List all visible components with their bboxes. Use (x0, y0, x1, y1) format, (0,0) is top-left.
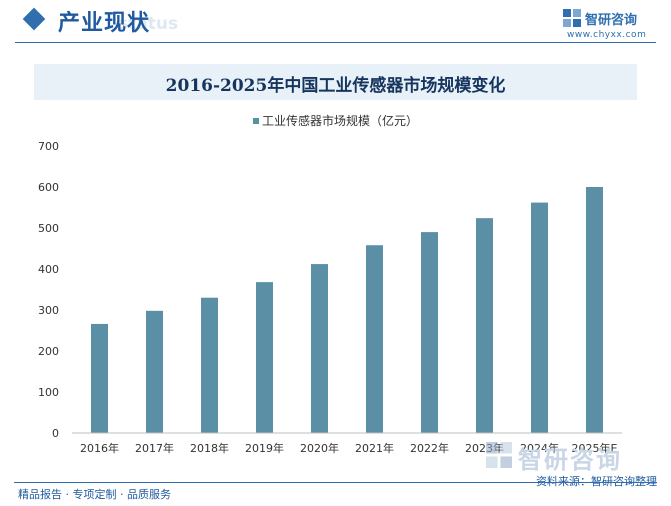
chart-title: 2016-2025年中国工业传感器市场规模变化 (165, 76, 506, 96)
x-tick-label: 2017年 (135, 441, 174, 455)
y-tick-label: 200 (38, 345, 59, 358)
brand-logo: 智研咨询 www.chyxx.com (563, 8, 655, 44)
bar-2017年 (146, 310, 163, 433)
y-tick-label: 100 (38, 386, 59, 399)
y-tick-label: 700 (38, 140, 59, 153)
y-tick-label: 0 (52, 427, 59, 440)
bar-2016年 (91, 323, 108, 433)
bar-2019年 (256, 282, 273, 433)
page-footer: 资料来源：智研咨询整理 精品报告 · 专项定制 · 品质服务 (0, 472, 671, 506)
x-tick-label: 2024年 (520, 441, 559, 455)
x-tick-label: 2025年E (572, 441, 618, 455)
bar-2018年 (201, 297, 218, 433)
bar-2021年 (366, 245, 383, 433)
x-axis: 2016年 2017年 2018年 2019年 2020年 2021年 2022年 2023年… (80, 441, 618, 455)
y-tick-label: 500 (38, 222, 59, 235)
header-divider (15, 42, 656, 43)
header-ghost-text: status (118, 14, 179, 34)
legend-label: 工业传感器市场规模（亿元） (262, 113, 418, 128)
brand-mark-icon (486, 442, 512, 468)
bar-2025年E (586, 187, 603, 433)
y-tick-label: 400 (38, 263, 59, 276)
section-title: 产业现状 (58, 11, 151, 36)
x-tick-label: 2020年 (300, 441, 339, 455)
bar-2022年 (421, 232, 438, 433)
x-tick-label: 2018年 (190, 441, 229, 455)
y-tick-label: 600 (38, 181, 59, 194)
chart-legend: 工业传感器市场规模（亿元） (253, 113, 418, 128)
bar-chart: 工业传感器市场规模（亿元） 0 100 200 300 400 500 600 700 201… (38, 113, 622, 455)
brand-name: 智研咨询 (585, 13, 638, 28)
bar-2024年 (531, 202, 548, 433)
x-tick-label: 2021年 (355, 441, 394, 455)
legend-swatch (253, 118, 259, 124)
bar-2023年 (476, 218, 493, 433)
brand-watermark: 智研咨询 (486, 440, 656, 474)
footer-divider (14, 482, 657, 483)
x-tick-label: 2016年 (80, 441, 119, 455)
bar-series (91, 187, 603, 433)
bar-2020年 (311, 264, 328, 433)
footer-slogan: 精品报告 · 专项定制 · 品质服务 (18, 488, 171, 501)
y-axis: 0 100 200 300 400 500 600 700 (38, 140, 59, 440)
x-tick-label: 2022年 (410, 441, 449, 455)
chart-title-band: 2016-2025年中国工业传感器市场规模变化 (34, 64, 637, 100)
brand-mark-icon (563, 9, 581, 27)
data-source: 资料来源：智研咨询整理 (536, 475, 657, 488)
brand-url: www.chyxx.com (567, 30, 647, 40)
brand-watermark-name: 智研咨询 (518, 446, 622, 474)
page-header: status 产业现状 智研咨询 www.chyxx.com (0, 0, 671, 50)
y-tick-label: 300 (38, 304, 59, 317)
x-tick-label: 2019年 (245, 441, 284, 455)
